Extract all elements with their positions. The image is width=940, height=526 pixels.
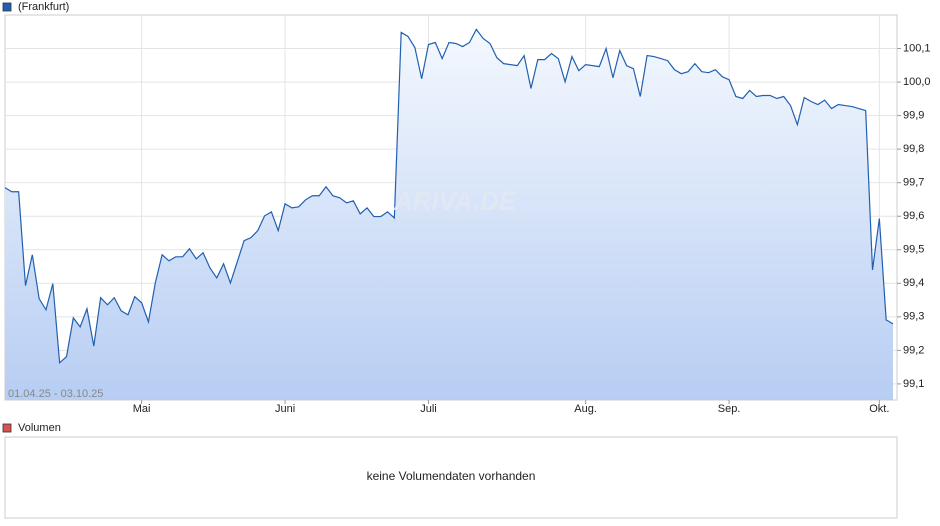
y-tick-label: 99,7 <box>903 177 924 189</box>
area <box>5 29 893 400</box>
y-tick-label: 99,1 <box>903 378 924 390</box>
line <box>4 28 894 365</box>
volume-frame <box>4 436 898 519</box>
watermark: ARIVA.DE <box>393 186 517 216</box>
x-tick-label: Aug. <box>574 403 597 415</box>
legend-swatch <box>2 2 12 12</box>
y-tick-label: 99,3 <box>903 311 924 323</box>
legend-label: Volumen <box>18 422 61 434</box>
x-tick-label: Juni <box>275 403 295 415</box>
legend-swatch <box>2 423 12 433</box>
legend-label: (Frankfurt) <box>18 1 69 13</box>
y-tick-label: 99,2 <box>903 344 924 356</box>
y-tick-label: 99,4 <box>903 277 924 289</box>
y-tick-label: 99,6 <box>903 210 924 222</box>
y-tick-label: 99,8 <box>903 143 924 155</box>
y-tick-label: 99,9 <box>903 110 924 122</box>
y-tick-label: 100,1 <box>903 42 931 54</box>
x-tick-label: Sep. <box>718 403 741 415</box>
y-tick-label: 99,5 <box>903 244 924 256</box>
volume-message: keine Volumendaten vorhanden <box>367 469 536 483</box>
x-tick-label: Mai <box>133 403 151 415</box>
date-range: 01.04.25 - 03.10.25 <box>8 388 103 400</box>
x-tick-label: Okt. <box>869 403 889 415</box>
y-tick-label: 100,0 <box>903 76 931 88</box>
x-tick-label: Juli <box>420 403 437 415</box>
